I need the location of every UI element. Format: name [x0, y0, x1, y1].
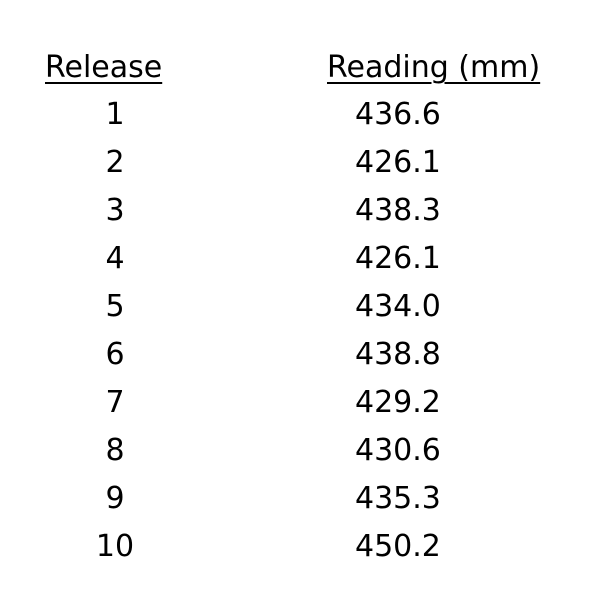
- release-cell: 10: [95, 529, 135, 564]
- release-cell: 5: [105, 289, 125, 324]
- reading-cell: 438.3: [355, 193, 441, 228]
- table-row: 7 429.2: [0, 380, 602, 428]
- release-cell: 3: [105, 193, 125, 228]
- table-row: 4 426.1: [0, 236, 602, 284]
- table-row: 1 436.6: [0, 92, 602, 140]
- column-header-reading: Reading (mm): [327, 50, 541, 85]
- table-row: 10 450.2: [0, 524, 602, 572]
- release-cell: 6: [105, 337, 125, 372]
- reading-cell: 438.8: [355, 337, 441, 372]
- table-row: 5 434.0: [0, 284, 602, 332]
- release-cell: 8: [105, 433, 125, 468]
- table-body: 1 436.6 2 426.1 3 438.3 4 426.1 5 434.0 …: [0, 92, 602, 572]
- table-row: 2 426.1: [0, 140, 602, 188]
- release-cell: 2: [105, 145, 125, 180]
- release-cell: 1: [105, 97, 125, 132]
- reading-cell: 435.3: [355, 481, 441, 516]
- column-header-release: Release: [45, 50, 163, 85]
- table-row: 6 438.8: [0, 332, 602, 380]
- release-cell: 7: [105, 385, 125, 420]
- reading-cell: 426.1: [355, 241, 441, 276]
- reading-cell: 434.0: [355, 289, 441, 324]
- table-row: 8 430.6: [0, 428, 602, 476]
- release-cell: 4: [105, 241, 125, 276]
- reading-cell: 426.1: [355, 145, 441, 180]
- reading-cell: 436.6: [355, 97, 441, 132]
- release-cell: 9: [105, 481, 125, 516]
- reading-cell: 430.6: [355, 433, 441, 468]
- reading-cell: 429.2: [355, 385, 441, 420]
- table-row: 9 435.3: [0, 476, 602, 524]
- table-row: 3 438.3: [0, 188, 602, 236]
- reading-cell: 450.2: [355, 529, 441, 564]
